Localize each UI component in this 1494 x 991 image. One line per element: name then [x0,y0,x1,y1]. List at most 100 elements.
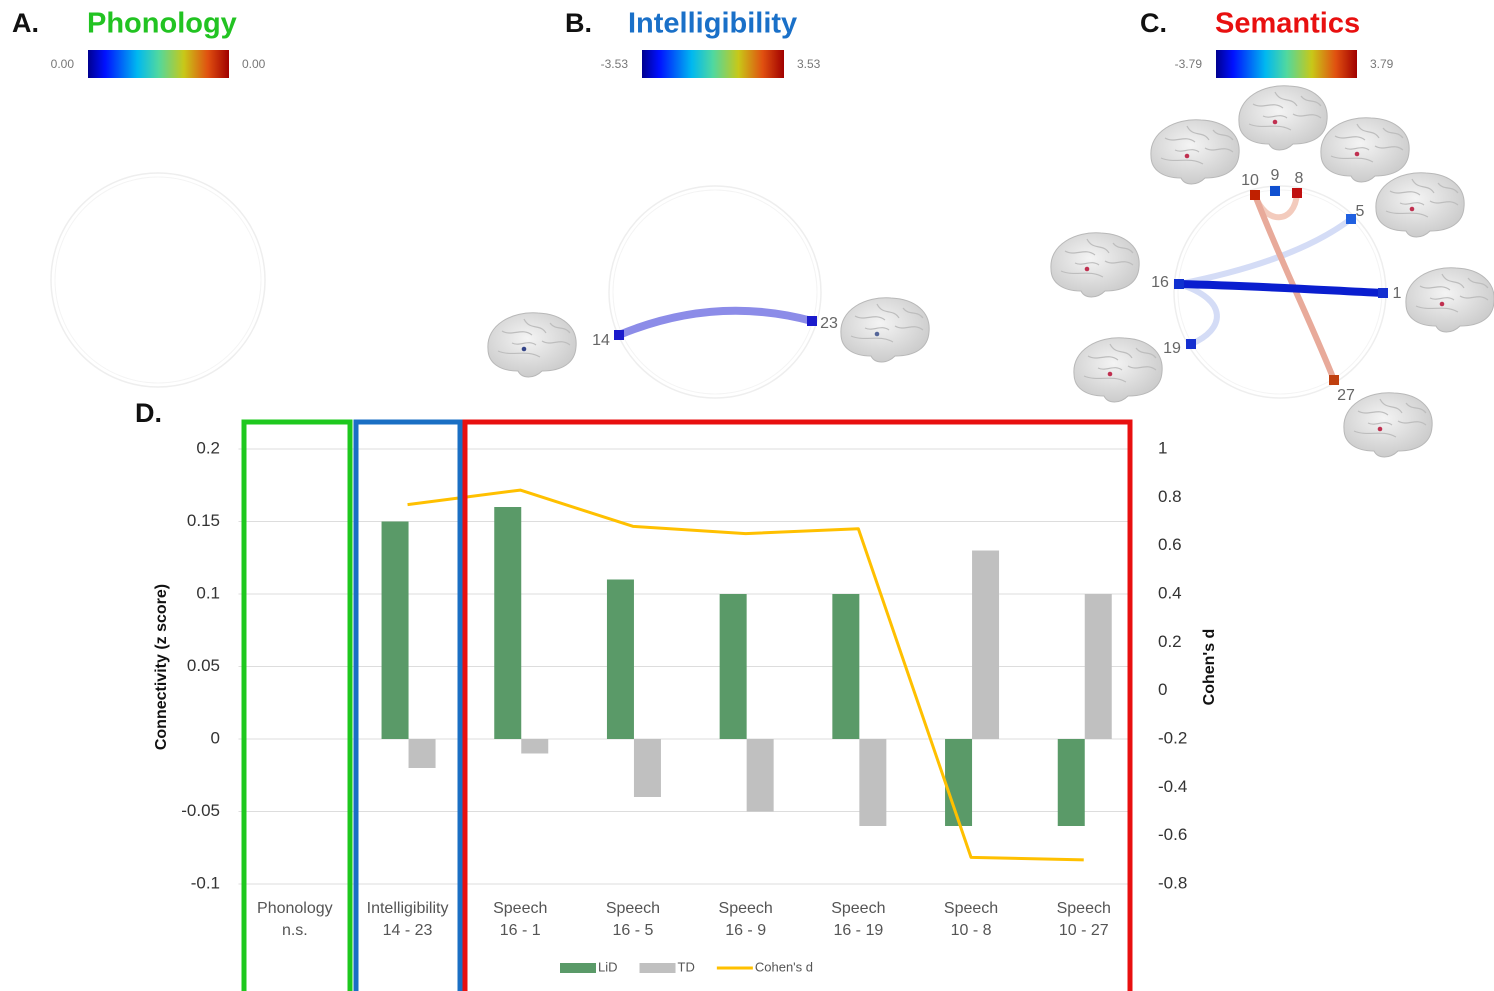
bar [382,522,409,740]
x-tick-label: Speech [1057,900,1111,917]
y2-tick-label: 0.4 [1158,583,1182,602]
legend-label: LiD [598,959,618,974]
node [1174,279,1184,289]
brain-outline [1406,268,1494,332]
bar [972,551,999,740]
x-tick-label: Speech [606,900,660,917]
bar [747,739,774,812]
colorbar [642,50,784,78]
x-tick-label: n.s. [282,922,308,939]
connectogram-ring [609,186,821,398]
x-tick-label: Phonology [257,900,333,917]
bar [634,739,661,797]
node [1346,214,1356,224]
node [1378,288,1388,298]
connectome-panels: A.Phonology0.000.00B.Intelligibility-3.5… [12,8,1494,457]
brain-outline [1321,118,1409,182]
brain-roi [1108,372,1113,377]
brain-roi [1273,120,1278,125]
connection [1179,284,1383,293]
colorbar-max: 3.53 [797,57,821,71]
brain-icon [1074,338,1162,402]
bar [859,739,886,826]
brain-outline [1051,233,1139,297]
node-label: 19 [1163,340,1181,357]
connection [1179,284,1217,344]
brain-roi [1355,152,1360,157]
brain-icon [488,313,576,377]
y-tick-label: 0.05 [187,656,220,675]
brain-outline [1344,393,1432,457]
brain-roi [1410,207,1415,212]
y2-axis-title: Cohen's d [1201,629,1218,706]
x-tick-label: Speech [944,900,998,917]
connection [619,311,812,335]
panel-title: Semantics [1215,8,1360,40]
brain-icon [1376,173,1464,237]
brain-icon [1321,118,1409,182]
y2-tick-label: 0.8 [1158,487,1182,506]
x-tick-label: 10 - 27 [1059,922,1109,939]
x-tick-label: 16 - 1 [500,922,541,939]
node [1186,339,1196,349]
node-label: 23 [820,315,838,332]
bar [832,594,859,739]
node [1270,186,1280,196]
node-label: 5 [1356,203,1365,220]
node [614,330,624,340]
brain-roi [1440,302,1445,307]
group-frame [465,422,1130,991]
colorbar-max: 3.79 [1370,57,1394,71]
node-label: 9 [1271,167,1280,184]
y2-tick-label: 0.6 [1158,535,1182,554]
colorbar-min: 0.00 [51,57,75,71]
y-tick-label: 0.2 [196,438,220,457]
panel-title: Intelligibility [628,8,797,40]
x-tick-label: 14 - 23 [383,922,433,939]
brain-icon [1151,120,1239,184]
bar [720,594,747,739]
panel-label: C. [1140,8,1167,38]
colorbar-max: 0.00 [242,57,266,71]
bar [607,580,634,740]
y-tick-label: -0.05 [181,801,220,820]
x-tick-label: Speech [493,900,547,917]
y2-tick-label: 0.2 [1158,632,1182,651]
y2-tick-label: -0.6 [1158,825,1187,844]
brain-icon [1051,233,1139,297]
x-tick-label: Intelligibility [367,900,449,917]
connectogram-ring [51,173,265,387]
bar [494,507,521,739]
bar [1085,594,1112,739]
y-tick-label: 0 [211,728,220,747]
panel-title: Phonology [87,8,237,40]
node [1292,188,1302,198]
legend-swatch [560,963,596,973]
colorbar [1216,50,1357,78]
brain-outline [1239,86,1327,150]
x-tick-label: 16 - 19 [833,922,883,939]
brain-outline [1151,120,1239,184]
legend-swatch [640,963,676,973]
node [1250,190,1260,200]
y-axis-title: Connectivity (z score) [153,584,170,750]
node [807,316,817,326]
page: {"panels": [ {"label": "A.", "title": "P… [0,0,1494,991]
connection [1179,219,1351,284]
bar [409,739,436,768]
connectogram-ring [55,177,261,383]
chart-panel: D.-0.1-0.0500.050.10.150.2-0.8-0.6-0.4-0… [135,398,1218,991]
x-tick-label: 16 - 5 [612,922,653,939]
panel-label: D. [135,398,162,428]
colorbar-min: -3.53 [601,57,629,71]
y2-tick-label: -0.8 [1158,873,1187,892]
y-tick-label: 0.15 [187,511,220,530]
legend-label: Cohen's d [755,959,813,974]
x-tick-label: 10 - 8 [951,922,992,939]
brain-roi [1378,427,1383,432]
brain-roi [1085,267,1090,272]
node-label: 8 [1295,170,1304,187]
brain-icon [841,298,929,362]
y2-tick-label: 1 [1158,438,1167,457]
brain-roi [522,347,527,352]
